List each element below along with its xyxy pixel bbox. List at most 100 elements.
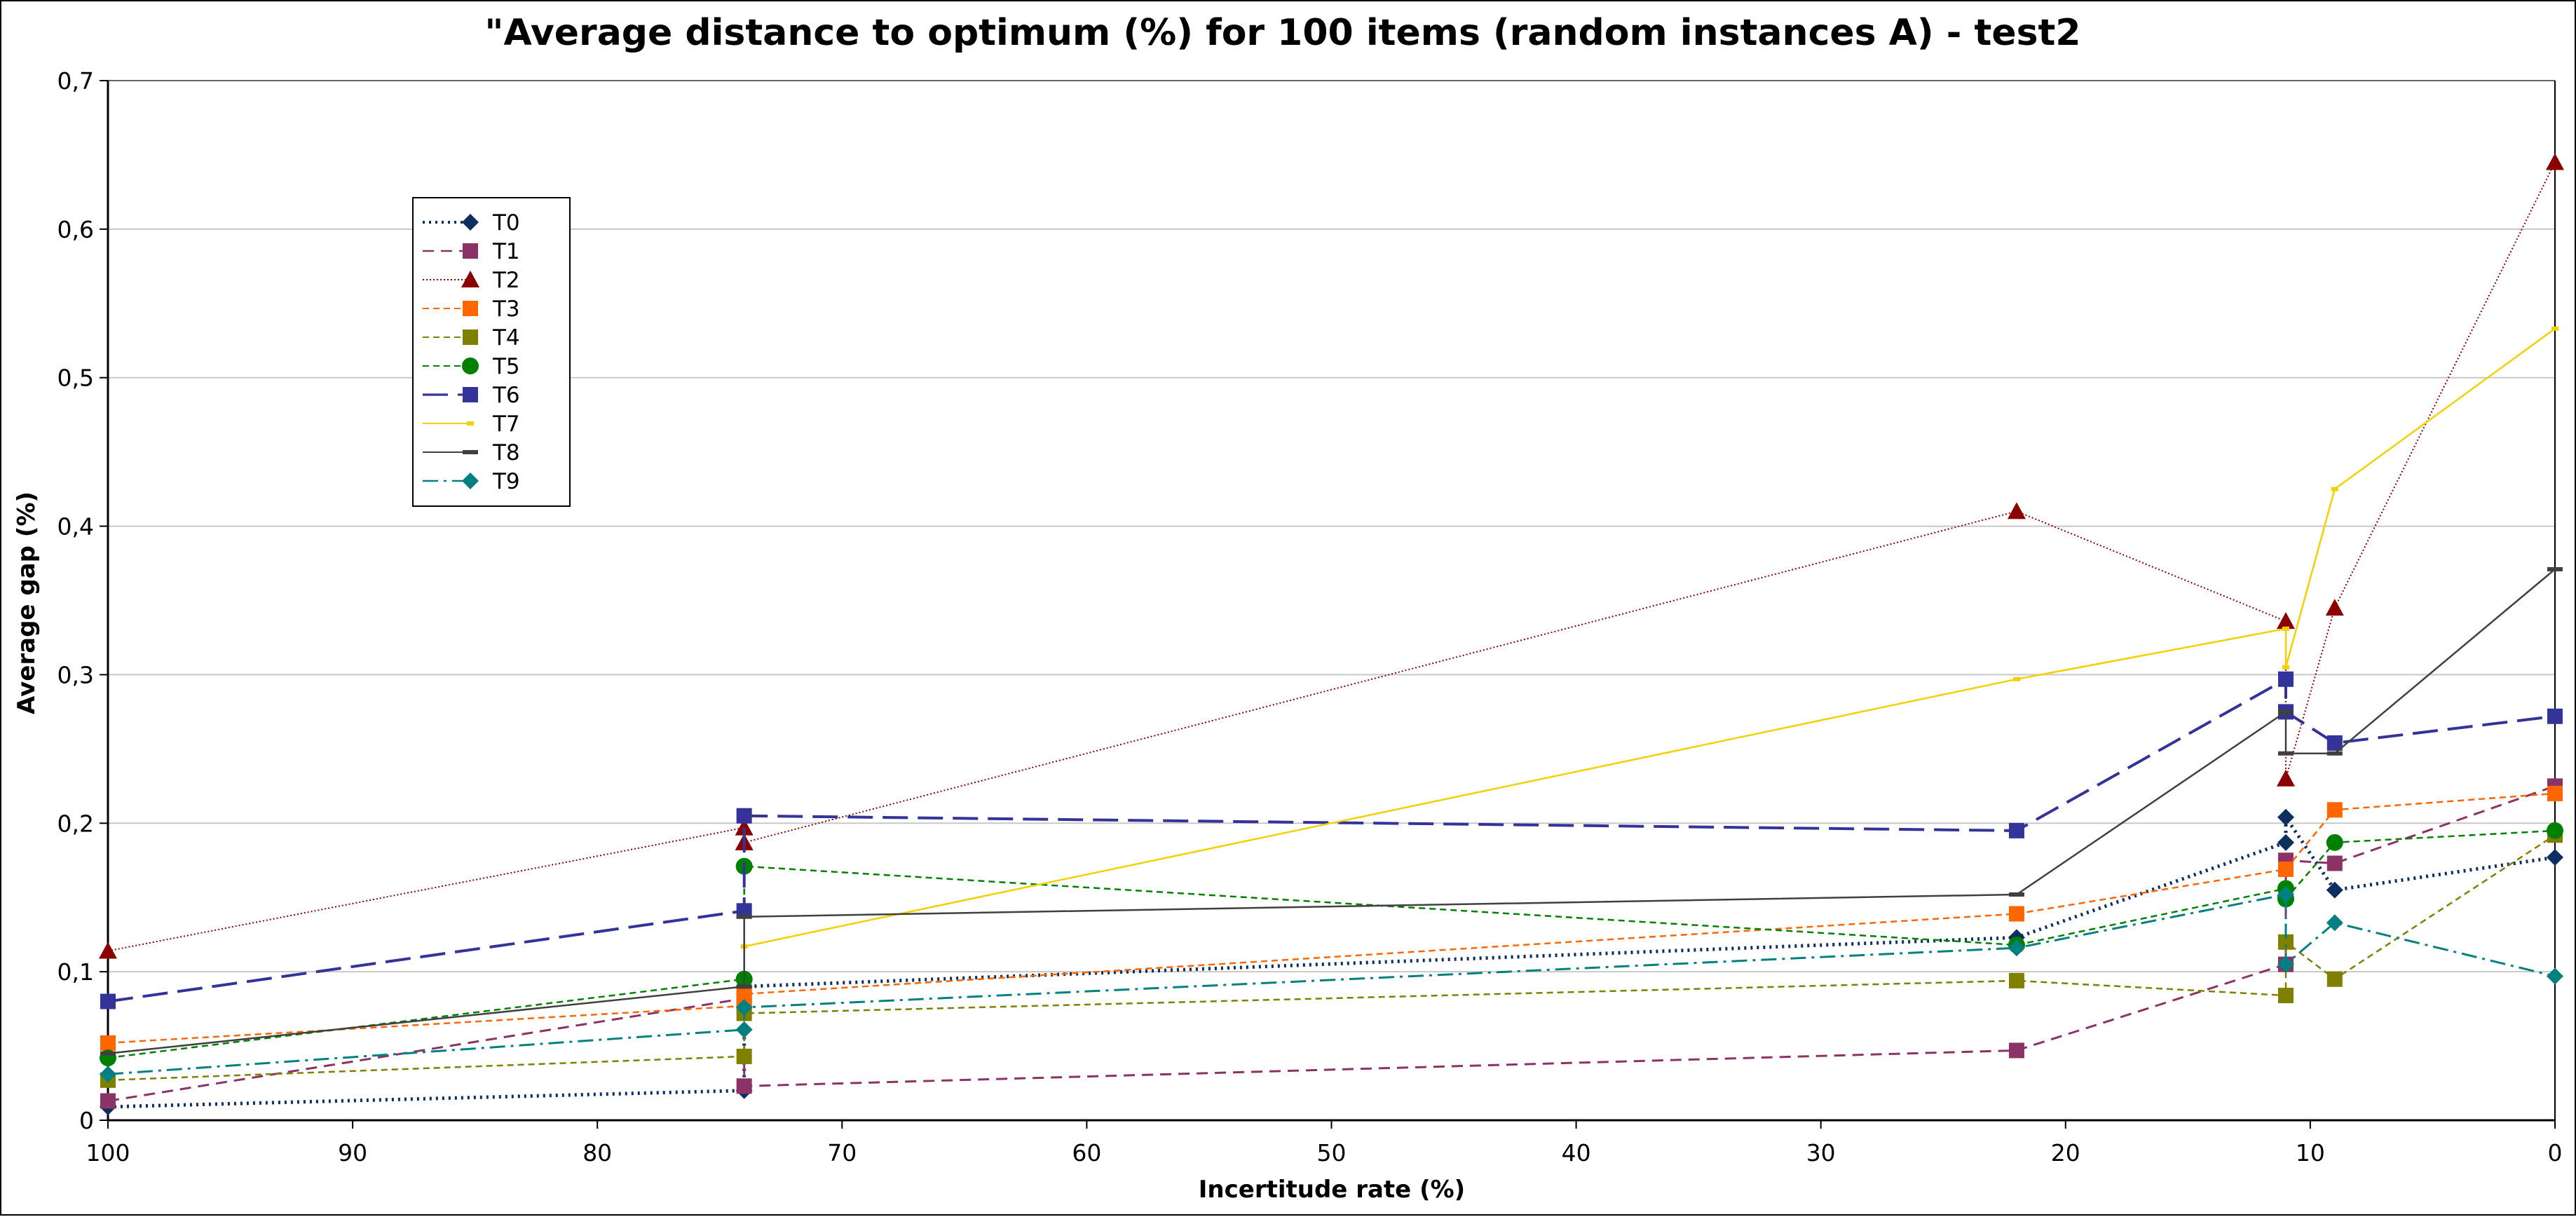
data-point-t6 <box>2547 708 2563 724</box>
y-tick-label: 0,6 <box>57 216 94 243</box>
series-t8 <box>100 567 2563 1056</box>
data-point-t0 <box>2277 834 2294 851</box>
data-point-t8 <box>2008 892 2024 897</box>
data-point-t4 <box>736 1048 752 1064</box>
data-point-t2 <box>2007 502 2026 519</box>
x-tick-label: 100 <box>86 1139 130 1167</box>
y-axis-label: Average gap (%) <box>13 491 41 714</box>
data-point-t9 <box>2277 956 2294 973</box>
data-point-t8 <box>100 1051 116 1056</box>
legend-label-t4: T4 <box>492 325 520 351</box>
series-line-t7 <box>744 327 2556 948</box>
x-tick-label: 20 <box>2051 1139 2080 1167</box>
data-point-t9 <box>735 998 753 1016</box>
data-point-t7 <box>2012 677 2020 681</box>
x-tick-label: 10 <box>2296 1139 2325 1167</box>
legend-marker-t8 <box>463 450 478 454</box>
legend-marker-t0 <box>462 214 479 231</box>
y-tick-label: 0 <box>79 1107 94 1134</box>
data-point-t0 <box>2547 849 2563 866</box>
data-point-t4 <box>2008 972 2024 988</box>
series-line-t1 <box>107 784 2556 1102</box>
series-line-t5 <box>107 829 2556 1059</box>
data-point-t8 <box>2547 567 2563 572</box>
data-point-t4 <box>2277 988 2294 1004</box>
chart-title: "Average distance to optimum (%) for 100… <box>484 12 2080 54</box>
data-point-t9 <box>2547 967 2563 985</box>
data-point-t9 <box>2326 914 2343 932</box>
data-point-t6 <box>2008 822 2024 838</box>
data-point-t0 <box>2277 808 2294 826</box>
series-line-t6 <box>107 677 2556 1003</box>
series-line-t3 <box>107 792 2556 1045</box>
data-point-t7 <box>2282 665 2289 669</box>
legend-item-t0: T0 <box>423 210 520 236</box>
data-point-t6 <box>100 993 116 1009</box>
legend-item-t2: T2 <box>423 268 520 293</box>
legend-label-t7: T7 <box>492 412 520 437</box>
series-line-t0 <box>107 815 2556 1109</box>
data-point-t2 <box>2325 599 2344 616</box>
y-tick-label: 0,2 <box>57 810 94 837</box>
series-line-t2 <box>107 162 2556 952</box>
legend-label-t3: T3 <box>492 297 520 322</box>
legend-label-t1: T1 <box>492 239 520 264</box>
legend-label-t2: T2 <box>492 268 520 293</box>
series-t6 <box>100 671 2563 1009</box>
legend-marker-t9 <box>462 472 479 489</box>
y-tick-label: 0,5 <box>57 365 94 392</box>
legend-item-t8: T8 <box>423 440 520 465</box>
series-t2 <box>99 153 2564 959</box>
series-t9 <box>100 885 2563 1083</box>
data-point-t3 <box>2547 785 2563 801</box>
series-t1 <box>100 778 2563 1109</box>
y-tick-label: 0,1 <box>57 958 94 986</box>
legend-marker-t3 <box>463 301 478 316</box>
legend-item-t5: T5 <box>423 354 520 379</box>
legend-item-t6: T6 <box>423 383 520 408</box>
legend-label-t9: T9 <box>492 469 520 494</box>
data-point-t2 <box>735 818 754 836</box>
series-layer <box>99 153 2564 1115</box>
legend-marker-t6 <box>463 387 478 402</box>
data-point-t2 <box>2546 153 2564 170</box>
data-point-t1 <box>2008 1042 2024 1059</box>
data-point-t6 <box>736 808 752 824</box>
legend-marker-t7 <box>467 421 474 426</box>
x-axis-label: Incertitude rate (%) <box>1199 1176 1465 1204</box>
data-point-t6 <box>2326 735 2343 751</box>
data-point-t3 <box>2008 906 2024 922</box>
legend-item-t3: T3 <box>423 297 520 322</box>
legend: T0 T1 T2 T3 T4 T5 T6 T7 T8 T9 <box>412 197 571 507</box>
data-point-t1 <box>736 1078 752 1094</box>
data-point-t9 <box>2277 885 2294 903</box>
data-point-t4 <box>2326 971 2343 987</box>
data-point-t8 <box>736 914 752 919</box>
x-tick-label: 50 <box>1317 1139 1347 1167</box>
legend-marker-t1 <box>463 243 478 259</box>
data-point-t9 <box>2008 939 2025 957</box>
series-t3 <box>100 785 2563 1051</box>
data-point-t7 <box>2282 626 2289 631</box>
legend-marker-t2 <box>461 271 479 287</box>
data-point-t8 <box>2277 751 2294 756</box>
data-point-t7 <box>2551 326 2558 331</box>
data-point-t5 <box>2326 834 2343 851</box>
y-tick-label: 0,3 <box>57 661 94 688</box>
x-tick-label: 60 <box>1072 1139 1101 1167</box>
x-tick-label: 70 <box>827 1139 857 1167</box>
data-point-t8 <box>736 984 752 989</box>
data-point-t2 <box>2276 769 2295 787</box>
data-point-t2 <box>99 941 117 959</box>
y-tick-label: 0,7 <box>57 67 94 95</box>
legend-item-t1: T1 <box>423 239 520 264</box>
series-line-t9 <box>107 893 2556 1075</box>
legend-label-t0: T0 <box>492 210 520 236</box>
data-point-t1 <box>100 1093 116 1109</box>
legend-marker-t5 <box>462 358 479 374</box>
legend-item-t7: T7 <box>423 412 520 437</box>
x-tick-label: 40 <box>1562 1139 1591 1167</box>
data-point-t5 <box>2547 822 2563 839</box>
